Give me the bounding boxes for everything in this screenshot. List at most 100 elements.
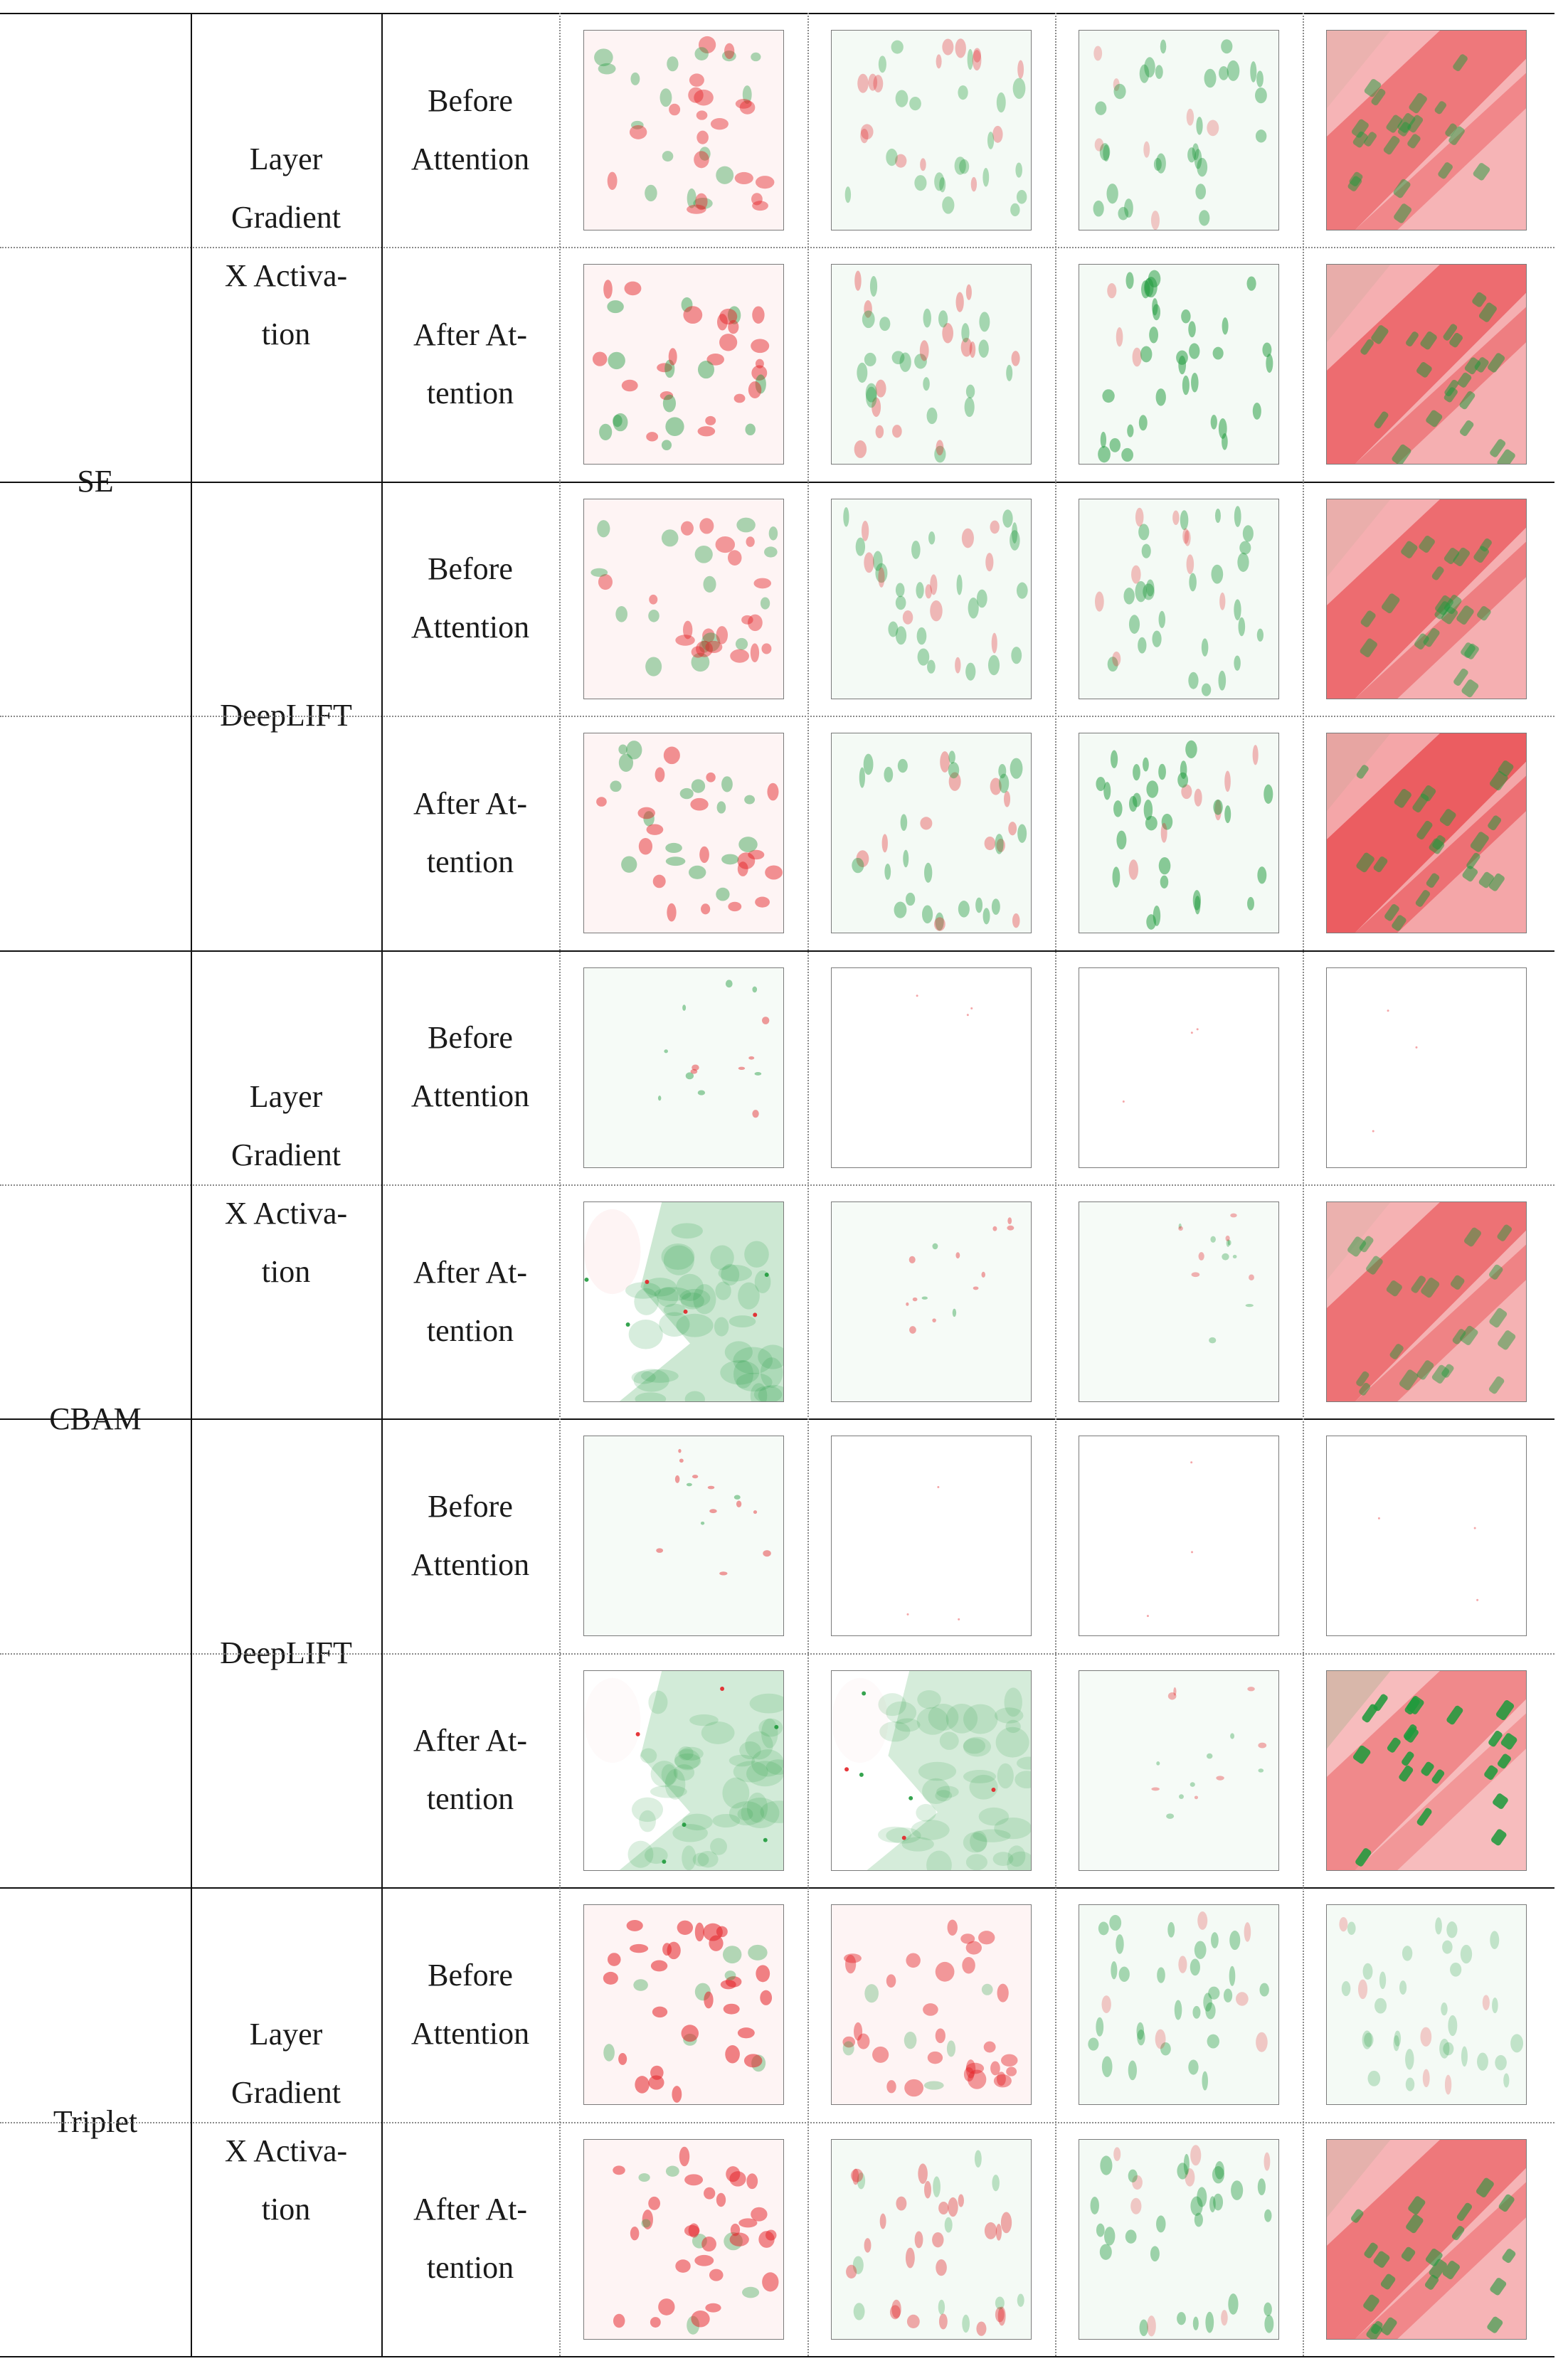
building-attribution [1491, 1829, 1507, 1846]
attribution-blob [746, 1761, 783, 1787]
attribution-blob [735, 99, 752, 109]
attribution-blob [733, 393, 746, 403]
attribution-blob [1132, 347, 1142, 367]
heatmap-background [584, 967, 783, 1167]
attribution-blob [650, 1960, 668, 1972]
phase-label: After At-tention [381, 1184, 559, 1418]
attribution-blob [895, 583, 905, 598]
attribution-blob [1138, 415, 1148, 431]
attribution-blob [963, 1769, 997, 1783]
attribution-dot [1372, 1130, 1374, 1132]
attribution-blob [687, 188, 696, 208]
attribution-heatmap [1326, 30, 1527, 230]
attribution-blob [641, 1369, 679, 1383]
attribution-blob [918, 1761, 957, 1781]
attribution-dot [682, 1822, 687, 1827]
attribution-blob [1192, 143, 1199, 161]
attribution-blob [758, 1718, 783, 1737]
attribution-blob [1227, 60, 1240, 81]
attribution-blob [1362, 2030, 1372, 2049]
attribution-blob [925, 584, 932, 599]
phase-label-line: After At- [413, 1254, 528, 1290]
attribution-blob [939, 177, 946, 193]
attribution-blob [964, 397, 975, 418]
attribution-blob [944, 2217, 953, 2233]
building-attribution [1472, 292, 1487, 308]
attribution-blob [1015, 1771, 1031, 1788]
attribution-dot [906, 1613, 909, 1616]
attribution-blob [1150, 211, 1160, 230]
attribution-blob [1234, 599, 1241, 620]
attribution-blob [1158, 763, 1166, 780]
phase-label: Before Attention [381, 1887, 559, 2121]
phase-label-line: tention [426, 1781, 514, 1817]
attribution-field [832, 1905, 1031, 2105]
attribution-dot [1196, 1027, 1199, 1030]
attribution-blob [630, 1944, 649, 1953]
attribution-dot [1258, 1742, 1267, 1749]
attribution-blob [923, 2081, 944, 2090]
attribution-blob [1247, 897, 1254, 911]
attribution-region [867, 1670, 1031, 1870]
heatmap-background [584, 1670, 783, 1870]
attribution-blob [1113, 83, 1126, 100]
attribution-blob [1017, 60, 1024, 79]
attribution-blob [889, 2304, 901, 2319]
building-attribution [1488, 353, 1505, 373]
attribution-blob [854, 270, 862, 292]
attribution-blob [733, 1347, 773, 1374]
attribution-blob [879, 317, 891, 331]
attribution-dot [738, 1066, 746, 1070]
attribution-dot [1198, 1252, 1204, 1261]
attribution-dot [1178, 1223, 1182, 1229]
attribution-blob [1255, 87, 1267, 104]
attribution-blob [1197, 157, 1208, 177]
attribution-blob [721, 51, 736, 62]
attribution-heatmap [1326, 1904, 1527, 2106]
attribution-blob [1221, 2309, 1228, 2325]
attribution-blob [1266, 354, 1273, 373]
attribution-field [1079, 733, 1278, 933]
attribution-blob [667, 56, 679, 72]
attribution-blob [662, 1943, 672, 1956]
building-attribution [1500, 1733, 1517, 1750]
attribution-blob [592, 351, 608, 367]
attribution-blob [737, 2027, 755, 2039]
attribution-blob [1110, 750, 1118, 769]
attribution-blob [669, 103, 681, 116]
attribution-blob [597, 519, 610, 538]
heatmap-image [1327, 967, 1526, 1167]
attribution-blob [1197, 1911, 1208, 1931]
attribution-heatmap [1326, 2138, 1527, 2340]
building-attribution [1490, 439, 1506, 458]
attribution-blob [918, 2163, 928, 2184]
attribution-blob [1221, 39, 1233, 54]
attribution-blob [679, 788, 694, 800]
building-attribution [1464, 1227, 1482, 1247]
attribution-blob [692, 1852, 709, 1867]
attribution-blob [965, 284, 972, 301]
attribution-blob [970, 1830, 987, 1852]
attribution-dot [955, 1252, 960, 1259]
building-attribution [1488, 874, 1505, 891]
attribution-blob [1211, 1932, 1219, 1949]
attribution-blob [689, 865, 706, 880]
phase-label-line: After At- [413, 1723, 528, 1758]
attribution-dot [674, 1475, 680, 1484]
building-attribution [1488, 815, 1502, 831]
attribution-blob [934, 172, 945, 191]
attribution-blob [900, 814, 908, 832]
attribution-blob [718, 1265, 753, 1282]
attribution-blob [734, 171, 753, 185]
attribution-blob [659, 391, 674, 400]
attribution-blob [963, 2067, 975, 2082]
attribution-blob [1264, 2209, 1272, 2222]
attribution-blob [875, 425, 884, 439]
attribution-blob [1339, 1917, 1348, 1932]
attribution-blob [1195, 184, 1207, 200]
attribution-blob [699, 518, 714, 534]
attribution-blob [1090, 2196, 1099, 2214]
attribution-blob [668, 348, 677, 366]
method-label-line: Layer [249, 142, 323, 177]
attribution-blob [1420, 2027, 1432, 2047]
